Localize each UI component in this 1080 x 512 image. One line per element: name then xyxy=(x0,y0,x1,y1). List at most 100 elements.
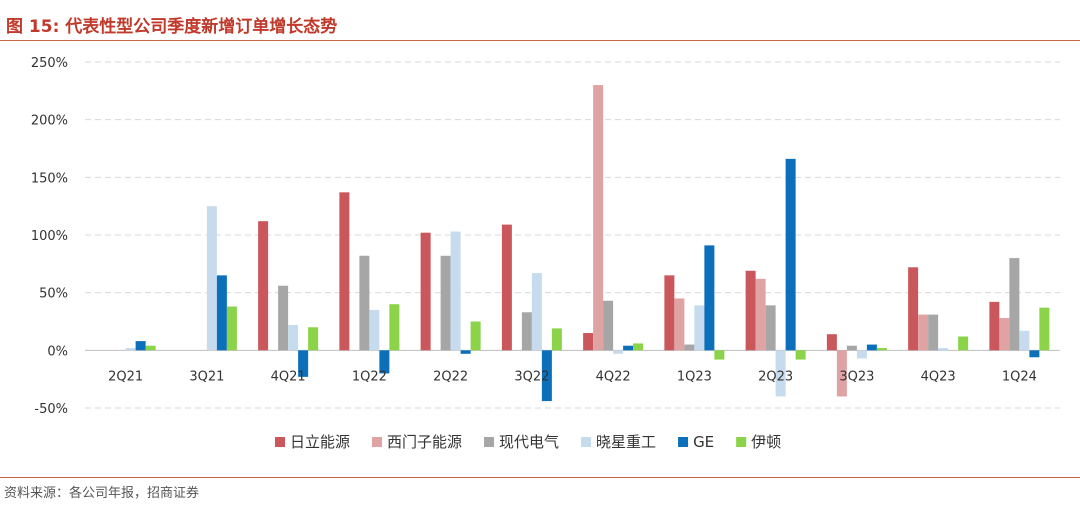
x-tick-label: 2Q21 xyxy=(108,369,143,384)
bar xyxy=(420,232,431,351)
y-tick-label: 50% xyxy=(39,287,68,302)
x-tick-label: 2Q22 xyxy=(433,369,468,384)
bar xyxy=(359,255,370,351)
x-tick-label: 2Q23 xyxy=(758,369,793,384)
bar xyxy=(999,318,1010,351)
bar xyxy=(775,350,786,397)
legend-swatch xyxy=(275,437,285,447)
gridlines xyxy=(85,61,1060,409)
legend-label: 伊顿 xyxy=(751,433,781,451)
bar xyxy=(765,305,776,351)
x-tick-label: 1Q24 xyxy=(1002,369,1037,384)
bar xyxy=(664,275,675,351)
bar xyxy=(531,273,542,351)
bar xyxy=(216,275,227,351)
bar xyxy=(379,350,390,374)
bar xyxy=(308,327,319,351)
y-tick-label: 0% xyxy=(47,344,68,359)
bar xyxy=(836,350,847,397)
y-tick-label: 100% xyxy=(31,229,68,244)
bar xyxy=(623,345,634,351)
bar xyxy=(603,300,614,351)
bar xyxy=(826,334,837,351)
bars xyxy=(125,85,1050,402)
legend-label: GE xyxy=(693,433,714,451)
y-tick-label: 200% xyxy=(31,114,68,129)
x-axis-ticks: 2Q21 3Q21 4Q21 1Q22 2Q22 3Q22 4Q22 1Q23 2Q23 3Q23… xyxy=(108,369,1037,384)
y-tick-label: 150% xyxy=(31,171,68,186)
figure-title: 图 15: 代表性型公司季度新增订单增长态势 xyxy=(6,17,338,37)
source-note: 资料来源：各公司年报，招商证券 xyxy=(4,486,200,501)
bar xyxy=(918,314,929,351)
bar xyxy=(856,350,867,359)
legend-label: 现代电气 xyxy=(499,433,559,451)
x-tick-label: 4Q21 xyxy=(271,369,306,384)
bar xyxy=(501,224,512,351)
bar xyxy=(1009,258,1020,351)
bar xyxy=(938,348,949,351)
bar xyxy=(785,158,796,351)
bar xyxy=(704,245,715,351)
x-tick-label: 3Q21 xyxy=(189,369,224,384)
bar xyxy=(1019,330,1030,351)
bar xyxy=(714,350,725,360)
bar-chart: -50% 0% 50% 100% 150% 200% 250% 2Q21 3Q21 4Q21 1Q… xyxy=(31,56,1060,451)
x-tick-label: 1Q23 xyxy=(677,369,712,384)
bar xyxy=(613,350,624,354)
bar xyxy=(694,305,705,351)
bar xyxy=(583,333,594,351)
legend-swatch xyxy=(581,437,592,447)
bar xyxy=(206,206,217,351)
bar xyxy=(145,345,156,351)
legend-swatch xyxy=(736,437,747,447)
bar xyxy=(593,85,604,351)
bar xyxy=(795,350,806,360)
bar xyxy=(450,231,461,351)
bar xyxy=(440,255,451,351)
legend: 日立能源 西门子能源 现代电气 晓星重工 GE 伊顿 xyxy=(275,433,781,451)
bar xyxy=(876,348,887,351)
bar xyxy=(989,301,1000,351)
bar xyxy=(684,344,695,351)
legend-label: 日立能源 xyxy=(290,433,350,451)
bar xyxy=(369,309,380,351)
bar xyxy=(125,348,136,351)
bar xyxy=(633,343,644,351)
bar xyxy=(389,304,400,351)
title-divider xyxy=(0,40,1080,41)
bar xyxy=(1029,350,1040,358)
x-tick-label: 4Q23 xyxy=(921,369,956,384)
bar xyxy=(298,350,309,377)
source-divider xyxy=(0,477,1080,478)
x-tick-label: 3Q22 xyxy=(514,369,549,384)
legend-label: 晓星重工 xyxy=(596,433,656,451)
bar xyxy=(674,298,685,351)
bar xyxy=(258,221,269,351)
bar xyxy=(135,341,146,351)
bar xyxy=(866,344,877,351)
x-tick-label: 1Q22 xyxy=(352,369,387,384)
legend-swatch xyxy=(484,437,495,447)
bar xyxy=(1039,307,1050,351)
bar xyxy=(958,336,969,351)
legend-swatch xyxy=(678,437,689,447)
bar xyxy=(755,278,766,351)
y-axis-ticks: -50% 0% 50% 100% 150% 200% 250% xyxy=(31,56,68,417)
bar xyxy=(928,314,939,351)
y-tick-label: 250% xyxy=(31,56,68,71)
bar xyxy=(226,306,237,351)
bar xyxy=(745,270,756,351)
x-tick-label: 4Q22 xyxy=(596,369,631,384)
bar xyxy=(846,345,857,351)
bar xyxy=(541,350,552,402)
legend-swatch xyxy=(372,437,383,447)
x-tick-label: 3Q23 xyxy=(839,369,874,384)
bar xyxy=(460,350,471,354)
bar xyxy=(908,267,919,351)
legend-label: 西门子能源 xyxy=(387,433,462,451)
bar xyxy=(339,192,350,351)
bar xyxy=(470,321,481,351)
bar xyxy=(288,324,299,351)
bar xyxy=(551,328,562,351)
y-tick-label: -50% xyxy=(34,402,68,417)
